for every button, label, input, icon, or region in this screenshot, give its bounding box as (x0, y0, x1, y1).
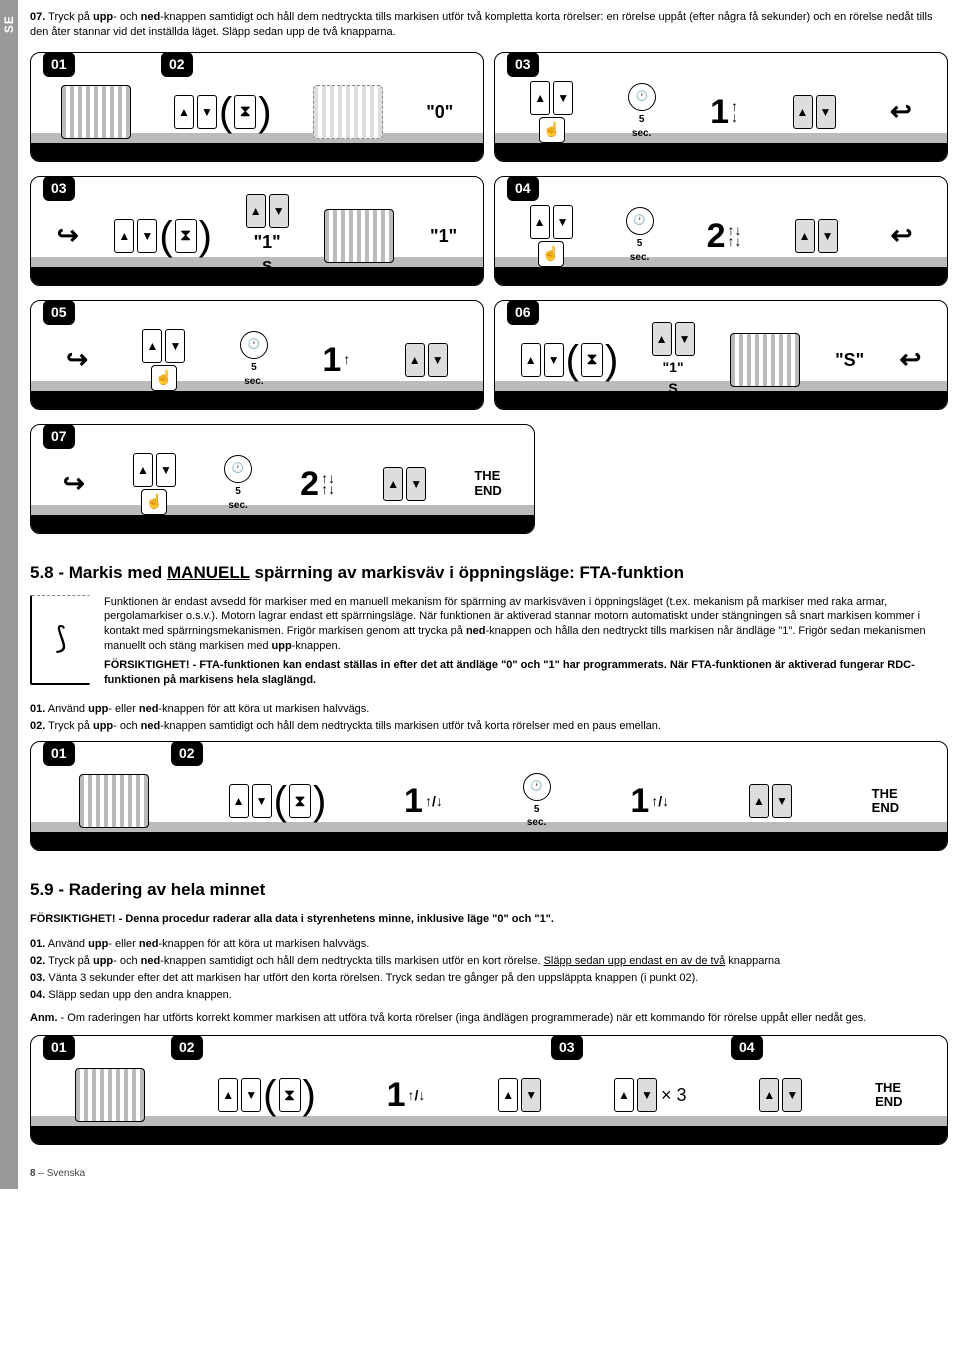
page-footer: 8 – Svenska (30, 1167, 948, 1181)
motion-count-1: 1↑↓ (710, 95, 738, 129)
diagram-panel-03b: 03 ↪ ▲▼ (⧗) ▲▼ "1" S "1" (30, 176, 484, 286)
clock-icon: 🕐 (240, 331, 268, 359)
times-3-label: × 3 (661, 1083, 687, 1107)
step-badge-04: 04 (507, 176, 539, 201)
step-badge-01: 01 (43, 741, 75, 766)
awning-icon (75, 1068, 145, 1122)
step-07-intro: 07. Tryck på upp- och ned-knappen samtid… (30, 10, 948, 40)
section-5-8-title: 5.8 - Markis med MANUELL spärrning av ma… (30, 562, 948, 585)
diagram-panel-04: 04 ▲▼ ☝ 🕐5 sec. 2↑↓↑↓ ▲▼ ↩ (494, 176, 948, 286)
step-badge-05: 05 (43, 300, 75, 325)
step-badge-02: 02 (171, 1035, 203, 1060)
hourglass-icon: ⧗ (581, 343, 603, 377)
clock-icon: 🕐 (523, 773, 551, 801)
label-s-q: "S" (835, 348, 864, 372)
diagram-5-9: 01 02 03 04 ▲▼ (⧗) 1↑/↓ ▲▼ ▲▼ × 3 ▲▼ THE… (30, 1035, 948, 1145)
awning-icon (79, 774, 149, 828)
clock-icon: 🕐 (224, 455, 252, 483)
step-badge-03: 03 (507, 52, 539, 77)
motion-1: 1↑/↓ (387, 1078, 426, 1112)
label-s: S (262, 257, 272, 277)
step-badge-02: 02 (161, 52, 193, 77)
the-end-label: THE END (875, 1081, 902, 1110)
awning-dashed-icon (313, 85, 383, 139)
button-group: ▲▼ ( ⧗ ) (174, 92, 270, 132)
return-arrow-icon: ↩ (891, 218, 913, 253)
the-end-label: THE END (474, 469, 501, 498)
label-zero: "0" (426, 100, 453, 124)
diagram-panel-06: 06 ▲▼ (⧗) ▲▼ "1" S "S" ↩ (494, 300, 948, 410)
return-arrow-icon: ↩ (890, 94, 912, 129)
crank-handle-icon: ⟆ (30, 595, 90, 685)
up-button-icon: ▲ (530, 81, 550, 115)
hourglass-icon: ⧗ (234, 95, 256, 129)
section-5-8-body: Funktionen är endast avsedd för markiser… (104, 595, 948, 692)
hand-icon: ☝ (151, 365, 177, 391)
diagram-panel-05: 05 ↪ ▲▼ ☝ 🕐5 sec. 1↑ ▲▼ (30, 300, 484, 410)
the-end-label: THE END (872, 787, 899, 816)
section-5-9-note: Anm. - Om raderingen har utförts korrekt… (30, 1011, 948, 1026)
section-5-9-steps: 01. Använd upp- eller ned-knappen för at… (30, 937, 948, 1002)
step-badge-01: 01 (43, 1035, 75, 1060)
motion-1-updown-b: 1↑/↓ (630, 784, 669, 818)
step-badge-04: 04 (731, 1035, 763, 1060)
section-5-8-steps: 01. Använd upp- eller ned-knappen för at… (30, 702, 948, 734)
motion-count-1up: 1↑ (322, 343, 350, 377)
return-arrow-icon: ↩ (900, 342, 922, 377)
continue-arrow-icon: ↪ (57, 218, 79, 253)
five-sec-label: 5 sec. (632, 113, 651, 140)
awning-icon (730, 333, 800, 387)
hourglass-icon: ⧗ (175, 219, 197, 253)
down-button-icon: ▼ (553, 81, 573, 115)
awning-icon (324, 209, 394, 263)
diagram-panel-03a: 03 ▲▼ ☝ 🕐 5 sec. 1↑↓ ▲▼ ↩ (494, 52, 948, 162)
hand-icon: ☝ (141, 489, 167, 515)
motion-count-2: 2↑↓↑↓ (707, 219, 742, 253)
diagram-panel-07: 07 ↪ ▲▼ ☝ 🕐5 sec. 2↑↓↑↓ ▲▼ THE END (30, 424, 535, 534)
clock-icon: 🕐 (626, 207, 654, 235)
step-badge-06: 06 (507, 300, 539, 325)
step-badge-01: 01 (43, 52, 75, 77)
up-button-grey-icon: ▲ (793, 95, 813, 129)
hand-icon: ☝ (538, 241, 564, 267)
step-badge-03b: 03 (43, 176, 75, 201)
label-one-q: "1" (430, 224, 457, 248)
step-badge-02: 02 (171, 741, 203, 766)
hourglass-icon: ⧗ (279, 1078, 301, 1112)
down-button-grey-icon: ▼ (816, 95, 836, 129)
step-badge-07: 07 (43, 424, 75, 449)
down-button-icon: ▼ (197, 95, 217, 129)
diagram-panel-01-02: 01 02 ▲▼ ( ⧗ ) "0" (30, 52, 484, 162)
language-tab: SE (0, 4, 18, 44)
section-5-9-caution: FÖRSIKTIGHET! - Denna procedur raderar a… (30, 912, 948, 927)
up-button-icon: ▲ (174, 95, 194, 129)
hand-icon: ☝ (539, 117, 565, 143)
diagram-5-8: 01 02 ▲▼ (⧗) 1↑/↓ 🕐5 sec. 1↑/↓ ▲▼ THE EN… (30, 741, 948, 851)
label-one: "1" (254, 230, 281, 254)
continue-arrow-icon: ↪ (63, 466, 85, 501)
motion-count-2b: 2↑↓↑↓ (300, 467, 335, 501)
hourglass-icon: ⧗ (289, 784, 311, 818)
step-badge-03: 03 (551, 1035, 583, 1060)
motion-1-updown: 1↑/↓ (404, 784, 443, 818)
section-5-9-title: 5.9 - Radering av hela minnet (30, 879, 948, 902)
continue-arrow-icon: ↪ (66, 342, 88, 377)
clock-icon: 🕐 (628, 83, 656, 111)
awning-icon (61, 85, 131, 139)
